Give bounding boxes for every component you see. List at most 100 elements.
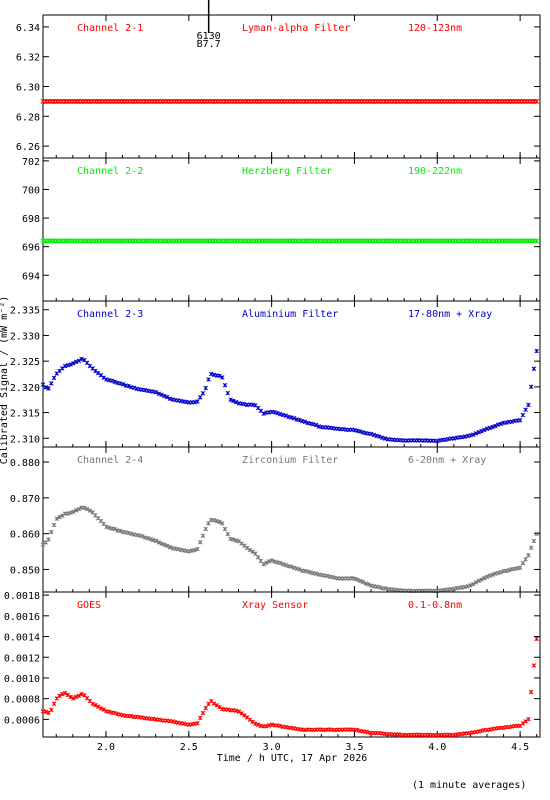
data-point [476, 429, 482, 435]
data-point [159, 392, 164, 398]
panel-filter-label: Herzberg Filter [242, 166, 332, 177]
data-point [68, 510, 73, 516]
panel-filter-label: Aluminium Filter [242, 309, 338, 320]
y-tick-label: 702 [22, 157, 40, 168]
data-point [225, 531, 231, 537]
data-point [84, 506, 90, 512]
data-point [197, 395, 203, 400]
data-point [43, 709, 49, 715]
data-point [520, 721, 526, 726]
panel-filter-label: Zirconium Filter [242, 455, 338, 466]
data-point [236, 709, 242, 714]
data-point [203, 526, 208, 532]
data-point [73, 359, 79, 365]
data-series-ch22 [40, 238, 540, 244]
data-point [283, 413, 288, 418]
x-tick-label: 3.0 [263, 742, 281, 753]
y-tick-label: 6.32 [16, 53, 40, 64]
data-point [93, 702, 98, 708]
data-point [153, 538, 159, 544]
y-tick-label: 694 [22, 271, 40, 282]
data-point [76, 358, 82, 364]
data-point [217, 519, 222, 525]
data-point [203, 705, 208, 711]
data-point [275, 410, 280, 416]
data-point [255, 722, 261, 727]
data-point [117, 528, 123, 534]
data-point [253, 551, 258, 556]
averaging-footnote: (1 minute averages) [412, 780, 527, 791]
y-tick-label: 0.850 [10, 565, 40, 576]
data-point [517, 418, 523, 423]
data-point [126, 383, 131, 389]
data-point [162, 542, 167, 547]
panel-band-label: 120-123nm [408, 23, 462, 34]
panel-frame [42, 446, 541, 593]
y-tick-label: 0.0010 [4, 674, 40, 685]
data-point [87, 508, 93, 513]
panel-channel-label: Channel 2-2 [77, 166, 143, 177]
y-tick-label: 2.335 [10, 306, 40, 317]
data-point [200, 391, 206, 396]
data-point [520, 560, 526, 566]
x-axis-title: Time / h UTC, 17 Apr 2026 [217, 753, 368, 764]
panel-ch21: 6.34 6.32 6.30 6.28 6.26 Channel 2-1 Lyman-alp… [16, 0, 541, 159]
data-point [197, 539, 203, 545]
data-point [526, 716, 531, 722]
panel-frame [42, 157, 541, 302]
data-point [131, 385, 137, 391]
data-point [164, 394, 170, 400]
data-point [140, 533, 145, 539]
data-point [222, 526, 228, 532]
data-point [531, 538, 537, 544]
panel-ch23: 2.335 2.330 2.325 2.320 2.315 2.310 Channel 2-… [10, 300, 541, 448]
data-point [357, 578, 363, 584]
data-point [192, 547, 197, 553]
data-point [261, 411, 266, 416]
data-point [531, 366, 537, 372]
data-point [534, 98, 540, 104]
data-point [195, 720, 200, 726]
data-point [195, 546, 200, 552]
panel-goes: 0.0018 0.0016 0.0014 0.0012 0.0010 0.0008 0.00… [4, 591, 541, 753]
data-point [76, 693, 82, 699]
panels-layer: 6.34 6.32 6.30 6.28 6.26 Channel 2-1 Lyman-alp… [4, 0, 541, 753]
panel-frame [42, 591, 541, 738]
data-point [355, 727, 360, 733]
y-tick-label: 6.34 [16, 23, 40, 34]
y-axis-title: Calibrated Signal / (mW m⁻²) [0, 296, 10, 465]
data-point [377, 434, 382, 439]
x-tick-label: 4.5 [511, 742, 529, 753]
data-point [355, 577, 360, 582]
data-point [520, 412, 526, 418]
data-point [534, 348, 539, 354]
data-point [57, 693, 62, 699]
data-point [297, 567, 302, 572]
data-point [473, 580, 479, 585]
data-point [68, 362, 73, 367]
y-tick-label: 2.310 [10, 434, 40, 445]
y-tick-label: 6.28 [16, 112, 40, 123]
data-point [498, 421, 504, 427]
data-point [468, 583, 473, 588]
event-marker-label: 6130 [197, 31, 221, 42]
y-tick-label: 2.315 [10, 409, 40, 420]
y-tick-label: 2.330 [10, 331, 40, 342]
x-tick-label: 4.0 [428, 742, 446, 753]
data-point [493, 423, 498, 429]
data-point [112, 710, 117, 716]
data-point [49, 707, 54, 713]
panel-frame [42, 14, 541, 159]
data-point [288, 564, 294, 569]
data-point [487, 573, 493, 579]
data-point [156, 540, 162, 545]
data-point [145, 535, 151, 541]
data-point [484, 574, 490, 580]
data-point [95, 704, 101, 709]
y-tick-label: 0.0016 [4, 612, 40, 623]
data-point [291, 416, 297, 421]
data-point [272, 409, 277, 415]
panel-ch22: 702 700 698 696 694 Channel 2-2 Herzberg Filte… [22, 157, 541, 302]
data-point [523, 407, 528, 413]
